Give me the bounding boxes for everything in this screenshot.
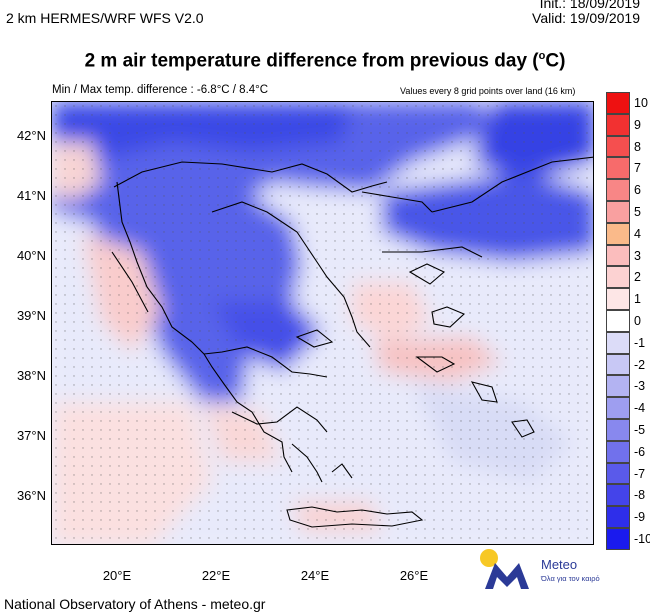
colorbar-label: 2 <box>634 270 641 285</box>
colorbar-swatch <box>606 440 630 463</box>
colorbar-label: 3 <box>634 248 641 263</box>
colorbar-swatch <box>606 135 630 158</box>
colorbar-label: 8 <box>634 139 641 154</box>
colorbar-swatch <box>606 310 630 332</box>
colorbar-label: -7 <box>634 466 646 481</box>
valid-date: Valid: 19/09/2019 <box>532 10 640 26</box>
colorbar-swatch <box>606 157 630 180</box>
lat-label: 39°N <box>16 308 46 323</box>
colorbar-swatch <box>606 528 630 550</box>
colorbar-swatch <box>606 353 630 376</box>
colorbar-label: -5 <box>634 423 646 437</box>
lat-label: 38°N <box>16 368 46 383</box>
colorbar-swatch <box>606 113 630 136</box>
colorbar-swatch <box>606 506 630 528</box>
lat-label: 41°N <box>16 188 46 203</box>
lat-label: 37°N <box>16 428 46 443</box>
lon-label: 20°E <box>102 568 132 583</box>
lon-label: 22°E <box>201 568 231 583</box>
colorbar-label: 10 <box>634 96 648 110</box>
colorbar-swatch <box>606 179 630 201</box>
colorbar-label: -9 <box>634 510 646 525</box>
colorbar-label: -2 <box>634 357 646 372</box>
colorbar-swatch <box>606 244 630 267</box>
meteo-logo-icon <box>480 549 529 589</box>
colorbar-label: 0 <box>634 314 641 328</box>
map-title-end: C) <box>545 50 566 72</box>
map-canvas <box>52 102 593 544</box>
colorbar-label: -1 <box>634 335 646 350</box>
colorbar-swatch <box>606 201 630 223</box>
colorbar-swatch <box>606 222 630 245</box>
colorbar-label: -8 <box>634 488 646 503</box>
degree-sign: o <box>538 50 546 62</box>
colorbar-swatch <box>606 92 630 114</box>
lat-label: 42°N <box>16 128 46 143</box>
colorbar-label: 9 <box>634 117 641 132</box>
map-title-text: 2 m air temperature difference from prev… <box>84 50 539 72</box>
colorbar-swatch <box>606 419 630 441</box>
lon-label: 24°E <box>300 568 330 583</box>
lat-label: 40°N <box>16 248 46 263</box>
init-date: Init.: 18/09/2019 <box>539 0 640 11</box>
lon-label: 26°E <box>399 568 429 583</box>
logo-name: Meteo <box>541 557 578 572</box>
model-name: 2 km HERMES/WRF WFS V2.0 <box>6 10 204 26</box>
colorbar-label: -3 <box>634 379 646 394</box>
temperature-map <box>51 101 594 545</box>
colorbar-label: -10 <box>634 532 650 546</box>
lat-label: 36°N <box>16 488 46 503</box>
run-dates: Init.: 18/09/2019 Valid: 19/09/2019 <box>532 0 640 26</box>
colorbar-swatch <box>606 288 630 310</box>
colorbar-label: 5 <box>634 205 641 219</box>
colorbar-label: 1 <box>634 292 641 307</box>
colorbar-label: 6 <box>634 183 641 198</box>
colorbar-swatch <box>606 266 630 289</box>
colorbar-swatch <box>606 331 630 354</box>
colorbar-label: 7 <box>634 161 641 176</box>
colorbar-swatch <box>606 484 630 507</box>
colorbar-swatch <box>606 462 630 485</box>
footer-credit: National Observatory of Athens - meteo.g… <box>4 596 266 612</box>
grid-note: Values every 8 grid points over land (16… <box>400 86 576 96</box>
colorbar-swatch <box>606 397 630 419</box>
colorbar-label: -4 <box>634 401 646 416</box>
minmax-label: Min / Max temp. difference : -6.8°C / 8.… <box>52 84 269 96</box>
logo-tagline: Όλα για τον καιρό <box>541 574 600 583</box>
colorbar-label: -6 <box>634 444 646 459</box>
colorbar-label: 4 <box>634 226 641 241</box>
colorbar-swatch <box>606 375 630 398</box>
map-title: 2 m air temperature difference from prev… <box>0 50 650 72</box>
